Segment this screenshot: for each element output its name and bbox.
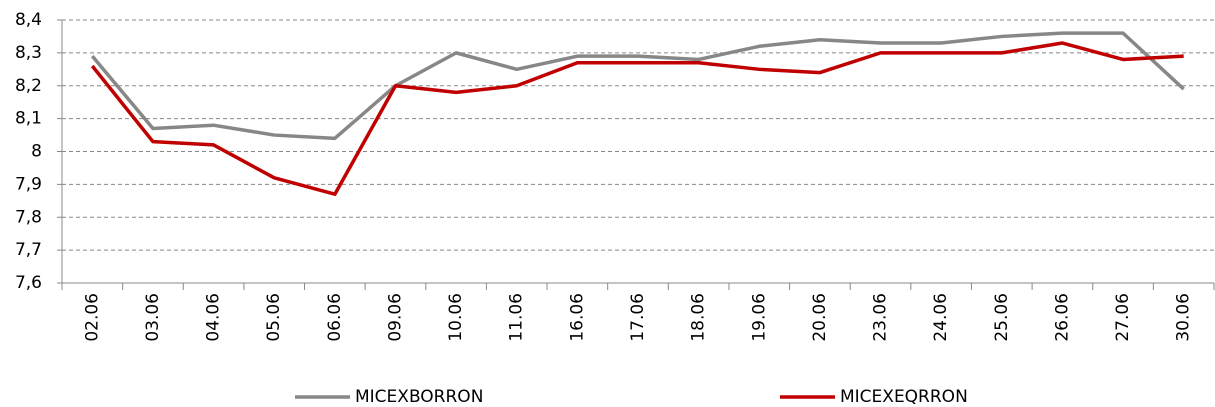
x-tick-label: 26.06 — [1052, 293, 1072, 342]
legend-label: MICEXBORRON — [355, 387, 483, 407]
x-tick-label: 05.06 — [264, 293, 284, 342]
x-tick-label: 30.06 — [1174, 293, 1194, 342]
x-tick-label: 09.06 — [385, 293, 405, 342]
x-tick-label: 23.06 — [871, 293, 891, 342]
x-tick-label: 20.06 — [810, 293, 830, 342]
y-tick-label: 8,3 — [15, 43, 42, 63]
x-tick-label: 02.06 — [82, 293, 102, 342]
x-tick-label: 06.06 — [325, 293, 345, 342]
legend-label: MICEXEQRRON — [840, 387, 968, 407]
series-line — [90, 31, 1185, 141]
y-tick-label: 8,1 — [15, 109, 42, 129]
x-tick-label: 03.06 — [143, 293, 163, 342]
x-tick-label: 25.06 — [992, 293, 1012, 342]
x-tick-label: 17.06 — [628, 293, 648, 342]
y-tick-label: 7,7 — [15, 240, 42, 260]
y-tick-label: 7,6 — [15, 273, 42, 293]
y-tick-label: 8,2 — [15, 76, 42, 96]
x-tick-label: 19.06 — [749, 293, 769, 342]
y-tick-label: 8,4 — [15, 10, 42, 30]
y-tick-label: 7,9 — [15, 174, 42, 194]
x-tick-label: 27.06 — [1113, 293, 1133, 342]
x-tick-label: 11.06 — [507, 293, 527, 342]
series-line — [90, 41, 1184, 196]
y-tick-label: 8 — [31, 142, 42, 162]
x-tick-label: 10.06 — [446, 293, 466, 342]
x-tick-label: 16.06 — [567, 293, 587, 342]
x-tick-label: 04.06 — [204, 293, 224, 342]
y-tick-label: 7,8 — [15, 207, 42, 227]
x-tick-label: 18.06 — [689, 293, 709, 342]
x-tick-label: 24.06 — [931, 293, 951, 342]
